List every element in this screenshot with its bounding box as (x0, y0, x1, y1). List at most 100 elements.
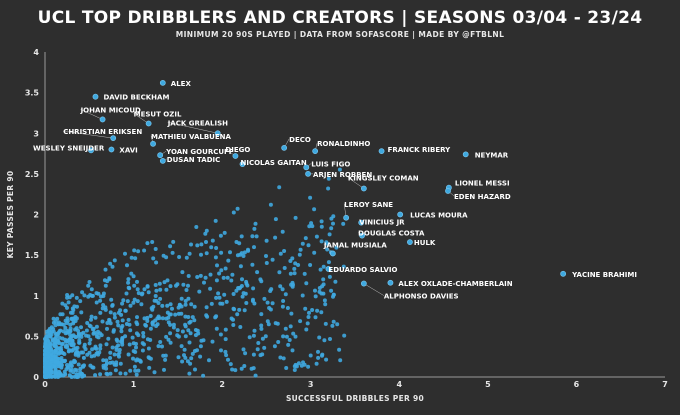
scatter-point (118, 371, 123, 376)
chart-title: UCL TOP DRIBBLERS AND CREATORS | SEASONS… (37, 8, 643, 28)
highlight-point (358, 219, 365, 226)
scatter-point (326, 260, 331, 265)
scatter-point (283, 292, 288, 297)
scatter-point (310, 224, 315, 229)
scatter-point (288, 324, 293, 329)
scatter-point (58, 372, 63, 377)
scatter-point (328, 337, 332, 341)
player-label: DECO (289, 136, 311, 144)
scatter-point (234, 288, 239, 293)
y-tick-label: 2.5 (25, 170, 40, 179)
scatter-point (63, 303, 68, 308)
scatter-point (77, 340, 82, 345)
scatter-point (228, 362, 233, 367)
scatter-point (48, 334, 53, 339)
scatter-point (164, 334, 169, 339)
scatter-point (105, 326, 109, 331)
scatter-point (51, 316, 56, 321)
scatter-point (184, 288, 189, 292)
scatter-point (306, 315, 311, 319)
scatter-point (231, 210, 236, 215)
scatter-point (219, 250, 224, 255)
scatter-point (127, 322, 132, 327)
x-tick-label: 5 (485, 380, 491, 389)
scatter-point (273, 217, 278, 222)
scatter-point (183, 302, 188, 307)
scatter-point (256, 341, 261, 345)
scatter-point (90, 365, 95, 370)
scatter-point (160, 316, 165, 321)
scatter-point (230, 367, 235, 372)
scatter-point (329, 226, 334, 231)
scatter-point (254, 234, 259, 239)
scatter-point (108, 360, 113, 365)
scatter-point (222, 292, 227, 297)
highlight-point (150, 140, 156, 147)
scatter-point (104, 371, 109, 376)
scatter-point (70, 334, 75, 338)
scatter-point (162, 280, 167, 285)
scatter-point (81, 355, 86, 360)
scatter-point (74, 295, 79, 300)
scatter-point (131, 300, 136, 305)
scatter-point (121, 298, 126, 303)
scatter-point (244, 279, 249, 284)
scatter-point (64, 367, 69, 372)
scatter-point (60, 312, 65, 317)
scatter-point (65, 330, 70, 335)
label-leader-line (80, 109, 103, 120)
scatter-point (244, 301, 249, 305)
scatter-point (75, 304, 79, 309)
scatter-point (100, 319, 105, 324)
scatter-point (289, 282, 294, 287)
scatter-point (322, 298, 327, 303)
scatter-point (143, 322, 148, 327)
scatter-point (48, 342, 53, 346)
scatter-point (209, 245, 214, 250)
scatter-point (43, 352, 48, 357)
highlight-point (360, 185, 367, 192)
scatter-point (105, 321, 110, 325)
scatter-point (217, 271, 222, 276)
label-leader-line (63, 130, 114, 139)
scatter-point (231, 306, 236, 311)
scatter-point (108, 261, 113, 266)
x-tick-label: 7 (662, 380, 668, 389)
scatter-point (94, 324, 99, 329)
scatter-point (201, 338, 206, 343)
scatter-point (140, 291, 145, 296)
scatter-point (133, 256, 138, 261)
highlight-point (305, 170, 311, 177)
scatter-point (126, 285, 131, 290)
scatter-point (55, 316, 60, 321)
scatter-point (249, 366, 254, 371)
scatter-point (131, 349, 136, 354)
scatter-point (198, 273, 203, 278)
x-tick-label: 1 (131, 380, 137, 389)
scatter-point (316, 355, 321, 360)
highlight-point (329, 250, 336, 257)
scatter-point (132, 283, 137, 288)
scatter-point (250, 234, 255, 239)
scatter-point (156, 344, 161, 349)
label-leader-line (133, 113, 149, 124)
scatter-point (293, 362, 298, 367)
scatter-point (171, 239, 176, 244)
scatter-point (66, 300, 71, 305)
scatter-point (192, 304, 197, 309)
scatter-point (135, 315, 139, 320)
scatter-point (321, 264, 326, 269)
scatter-point (199, 242, 204, 247)
scatter-point (129, 271, 134, 276)
scatter-point (308, 195, 313, 200)
scatter-point (135, 279, 139, 284)
scatter-point (190, 351, 195, 356)
scatter-point (187, 340, 192, 345)
player-label: JOHAN MICOUD (80, 106, 141, 114)
scatter-point (154, 298, 159, 303)
scatter-point (124, 291, 129, 296)
scatter-point (82, 363, 86, 368)
y-axis-label: KEY PASSES PER 90 (6, 171, 15, 259)
scatter-point (123, 334, 128, 339)
scatter-point (189, 242, 193, 247)
